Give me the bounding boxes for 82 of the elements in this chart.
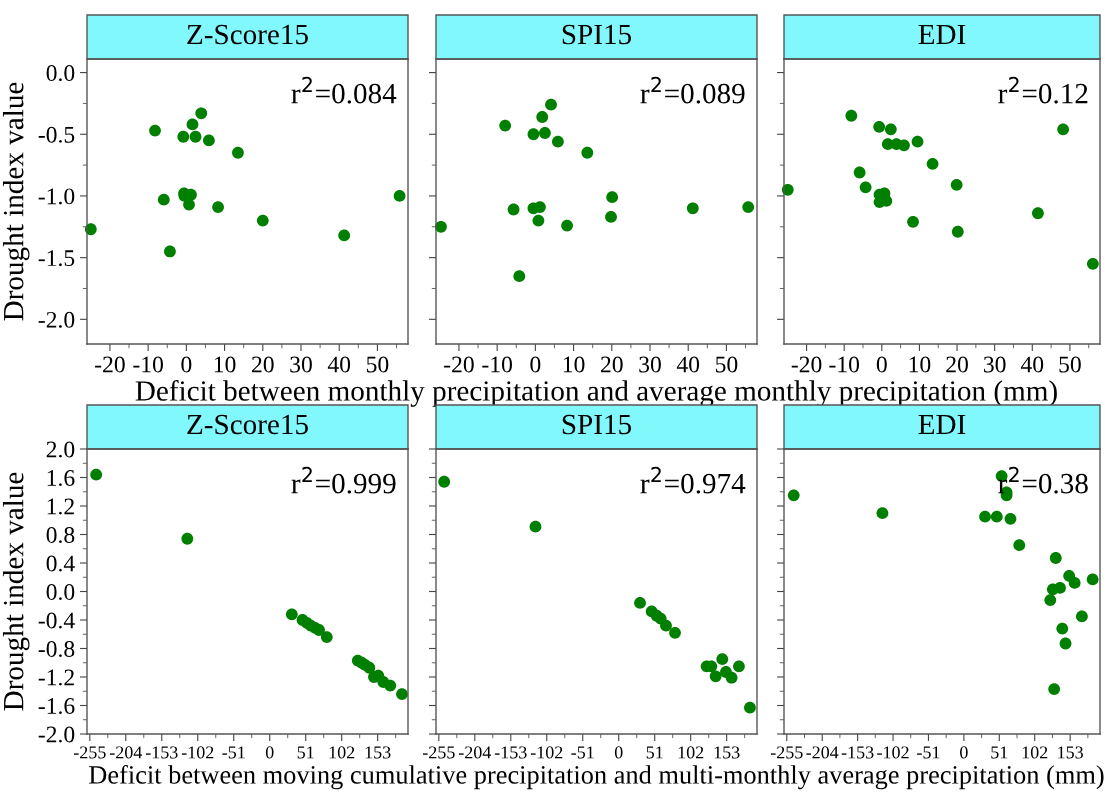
y-tick-label: -0.4 — [38, 612, 75, 629]
x-tick-label: 0 — [181, 356, 192, 373]
x-tick-label: 0 — [960, 746, 968, 759]
x-tick-label: 51 — [646, 746, 663, 759]
x-tick-label: -102 — [181, 746, 214, 759]
x-tick-label: -20 — [95, 356, 125, 373]
x-tick-label: 30 — [290, 356, 312, 373]
x-tick-label: 51 — [991, 746, 1008, 759]
x-tick-label: -204 — [806, 746, 839, 759]
x-tick-label: 40 — [676, 356, 700, 373]
x-tick-label: 0 — [614, 746, 623, 759]
y-tick-label: -1.0 — [38, 188, 75, 205]
y-tick-label: 1.2 — [47, 498, 74, 515]
x-tick-label: 102 — [678, 746, 704, 759]
x-tick-label: -20 — [444, 356, 474, 373]
x-tick-label: 50 — [367, 356, 389, 373]
annotation: r$^{2}$=0.974 — [640, 466, 746, 494]
y-tick-label: 2.0 — [46, 441, 75, 458]
y-tick-label: -0.5 — [38, 126, 75, 143]
x-tick-label: -10 — [133, 356, 163, 373]
chart-title: Z-Score15 — [187, 24, 308, 45]
x-tick-label: 30 — [639, 356, 661, 373]
x-tick-label: -102 — [530, 746, 563, 759]
chart-title: Z-Score15 — [187, 414, 308, 435]
x-tick-label: 0 — [530, 356, 541, 373]
x-tick-label: -51 — [222, 746, 245, 759]
x-tick-label: 10 — [214, 356, 236, 373]
y-tick-label: 0.0 — [46, 583, 75, 601]
chart-title: SPI15 — [562, 414, 632, 435]
x-tick-label: 50 — [716, 356, 738, 373]
x-axis-title: Deficit between moving cumulative precipitation and multi-monthly average precipitation (mm) — [89, 764, 1104, 790]
x-tick-label: 0 — [876, 356, 887, 373]
annotation: r$^{2}$=0.999 — [291, 466, 396, 494]
y-tick-label: 0.4 — [46, 555, 75, 572]
x-tick-label: 10 — [909, 356, 931, 373]
chart-title: EDI — [918, 24, 966, 45]
x-tick-label: -153 — [145, 746, 178, 759]
x-tick-label: 50 — [1059, 356, 1081, 373]
x-tick-label: 40 — [327, 356, 351, 373]
x-tick-label: -51 — [917, 746, 940, 759]
x-tick-label: -153 — [841, 746, 874, 759]
y-axis-title: Drought index value — [2, 82, 30, 321]
x-tick-label: 153 — [714, 746, 740, 759]
x-tick-label: 0 — [265, 746, 274, 759]
x-tick-label: 20 — [252, 356, 274, 373]
chart-title: EDI — [918, 414, 966, 435]
x-tick-label: 153 — [365, 746, 391, 759]
x-tick-label: -204 — [109, 746, 143, 759]
x-tick-label: 102 — [1022, 746, 1048, 759]
y-tick-label: -1.2 — [38, 669, 74, 686]
x-tick-label: -102 — [877, 746, 909, 759]
x-tick-label: 40 — [1020, 356, 1044, 373]
x-tick-label: -255 — [73, 746, 106, 759]
y-tick-label: -2.0 — [38, 726, 75, 743]
y-tick-label: -2.0 — [38, 311, 75, 328]
x-tick-label: -204 — [458, 746, 492, 759]
y-tick-label: -1.6 — [38, 698, 75, 715]
x-tick-label: -10 — [482, 356, 512, 373]
chart-title: SPI15 — [562, 24, 632, 45]
y-tick-label: 0.8 — [46, 526, 75, 544]
x-tick-label: 51 — [297, 746, 314, 759]
x-tick-label: 10 — [563, 356, 585, 373]
y-tick-label: 0.0 — [46, 65, 75, 82]
x-tick-label: 153 — [1058, 746, 1083, 759]
y-tick-label: 1.6 — [47, 470, 75, 487]
annotation: r$^{2}$=0.089 — [640, 76, 745, 104]
x-tick-label: 20 — [601, 356, 623, 373]
x-axis-title: Deficit between monthly precipitation and average monthly precipitation (mm) — [135, 380, 1057, 407]
x-tick-label: 20 — [946, 356, 968, 373]
x-tick-label: -20 — [791, 356, 822, 373]
x-tick-label: -255 — [770, 746, 803, 759]
annotation: r$^{2}$=0.12 — [998, 76, 1088, 104]
y-tick-label: -0.8 — [38, 640, 75, 658]
y-tick-label: -1.5 — [38, 250, 75, 267]
y-axis-title: Drought index value — [2, 472, 30, 711]
x-tick-label: -10 — [829, 356, 860, 373]
x-tick-label: 30 — [983, 356, 1006, 373]
annotation: r$^{2}$=0.084 — [291, 76, 397, 104]
x-tick-label: -255 — [422, 746, 455, 759]
x-tick-label: -153 — [494, 746, 527, 759]
x-tick-label: -51 — [571, 746, 594, 759]
x-tick-label: 102 — [329, 746, 355, 759]
